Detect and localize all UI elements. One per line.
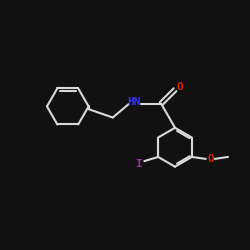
- Text: O: O: [176, 82, 184, 92]
- Text: O: O: [207, 154, 214, 164]
- Text: I: I: [135, 159, 142, 169]
- Text: HN: HN: [128, 97, 141, 107]
